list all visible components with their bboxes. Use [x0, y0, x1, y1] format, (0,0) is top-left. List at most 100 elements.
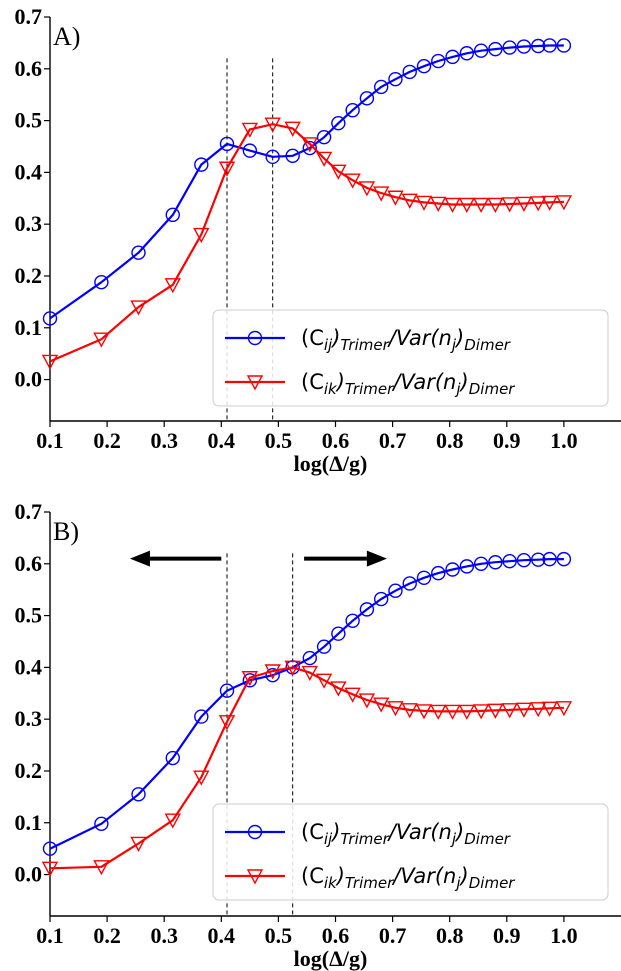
data-point-circle — [416, 59, 432, 74]
data-point-triangle — [218, 715, 236, 731]
x-tick-label: 0.9 — [493, 923, 521, 948]
data-point-triangle — [458, 704, 476, 720]
legend-item-cij: (Cij)Trimer/Var(nj)Dimer — [225, 326, 511, 354]
data-point-triangle — [41, 861, 59, 877]
legend-subscript: ij — [324, 830, 333, 848]
series-line — [49, 44, 564, 320]
x-tick-label: 0.6 — [322, 923, 350, 948]
legend-marker-circle — [247, 824, 263, 840]
data-point-circle — [219, 136, 235, 152]
legend-text: (C — [301, 864, 324, 888]
data-point-circle — [194, 157, 209, 172]
data-point-triangle — [358, 181, 376, 197]
legend-box — [212, 309, 609, 407]
legend-subscript: j — [450, 336, 457, 354]
data-point-triangle — [284, 660, 301, 676]
data-point-triangle — [458, 197, 476, 213]
x-tick-label: 0.3 — [150, 923, 178, 948]
series-line — [49, 123, 564, 363]
legend-text: /Var(n — [391, 864, 456, 888]
x-tick-label: 0.1 — [36, 428, 64, 453]
data-point-circle — [219, 683, 235, 698]
y-tick-label: 0.6 — [15, 551, 43, 576]
data-point-circle — [531, 552, 546, 567]
data-point-triangle — [515, 702, 533, 718]
series-cik — [41, 117, 573, 370]
legend-item-cij: (Cij)Trimer/Var(nj)Dimer — [225, 820, 511, 848]
data-point-triangle — [358, 693, 376, 709]
y-tick-label: 0.7 — [15, 499, 43, 524]
x-tick-label: 0.2 — [93, 923, 121, 948]
data-point-triangle — [501, 197, 518, 213]
legend-item-cik: (Cik)Trimer/Var(nj)Dimer — [225, 864, 515, 892]
data-point-triangle — [373, 186, 390, 202]
data-point-triangle — [130, 300, 147, 316]
data-point-circle — [488, 555, 503, 570]
data-point-triangle — [93, 332, 110, 348]
data-point-circle — [131, 787, 146, 802]
x-tick-label: 0.3 — [150, 428, 178, 453]
data-point-circle — [445, 49, 460, 65]
data-point-triangle — [344, 173, 361, 189]
legend-text: ) — [459, 864, 469, 888]
series-cij — [42, 551, 572, 856]
legend-subscript: ik — [324, 380, 338, 398]
legend-text: (C — [301, 820, 324, 844]
legend-subscript: j — [454, 874, 461, 892]
data-point-triangle — [515, 196, 533, 212]
data-point-circle — [473, 43, 489, 58]
data-point-circle — [242, 673, 258, 688]
x-tick-label: 0.5 — [265, 923, 293, 948]
y-tick-label: 0.7 — [15, 4, 43, 29]
x-tick-label: 0.8 — [436, 428, 464, 453]
data-point-circle — [345, 103, 360, 118]
x-tick-label: 1.0 — [550, 428, 578, 453]
data-point-triangle — [444, 197, 461, 213]
data-point-triangle — [430, 196, 447, 212]
x-tick-label: 0.7 — [379, 428, 407, 453]
data-point-triangle — [93, 860, 110, 876]
data-point-triangle — [541, 195, 558, 211]
y-tick-label: 0.5 — [15, 603, 43, 628]
data-point-circle — [373, 79, 389, 95]
x-tick-label: 0.8 — [436, 923, 464, 948]
arrow-head — [129, 550, 150, 567]
y-tick-label: 0.3 — [15, 211, 43, 236]
data-point-circle — [316, 639, 332, 654]
legend-subscript: Trimer — [340, 336, 389, 354]
data-point-triangle — [330, 681, 347, 697]
legend-subscript: Dimer — [469, 380, 516, 398]
data-point-triangle — [330, 164, 347, 180]
data-point-circle — [556, 38, 572, 53]
y-tick-label: 0.3 — [15, 706, 43, 731]
data-point-triangle — [241, 122, 259, 138]
data-point-circle — [302, 140, 318, 156]
legend-text: ) — [335, 864, 345, 888]
data-point-circle — [388, 71, 403, 87]
legend-text: /Var(n — [387, 820, 452, 844]
data-point-triangle — [401, 193, 418, 209]
y-tick-label: 0.1 — [15, 810, 43, 835]
legend-subscript: Trimer — [340, 830, 389, 848]
y-tick-label: 0.0 — [15, 367, 43, 392]
y-tick-label: 0.6 — [15, 56, 43, 81]
legend-text: ) — [454, 820, 464, 844]
data-point-triangle — [555, 195, 573, 211]
data-point-triangle — [264, 664, 281, 680]
legend-subscript: Dimer — [469, 874, 516, 892]
y-tick-label: 0.0 — [15, 862, 43, 887]
data-point-triangle — [487, 197, 504, 213]
data-point-triangle — [373, 697, 390, 713]
data-point-triangle — [415, 195, 433, 211]
data-point-triangle — [41, 354, 59, 370]
data-point-circle — [531, 38, 546, 54]
panel-label: A) — [53, 22, 80, 51]
x-tick-label: 0.2 — [93, 428, 121, 453]
data-point-triangle — [164, 813, 181, 829]
data-point-circle — [42, 841, 58, 856]
x-tick-label: 0.9 — [493, 428, 521, 453]
chart-panel-a: 0.1 0.2 0.3 0.4 0.5 0.6 0.7 0.8 0.9 1.0 0.0 0.1 0.2 0… — [15, 4, 621, 476]
data-point-triangle — [472, 704, 490, 720]
data-point-circle — [285, 148, 300, 164]
data-point-triangle — [530, 196, 547, 212]
